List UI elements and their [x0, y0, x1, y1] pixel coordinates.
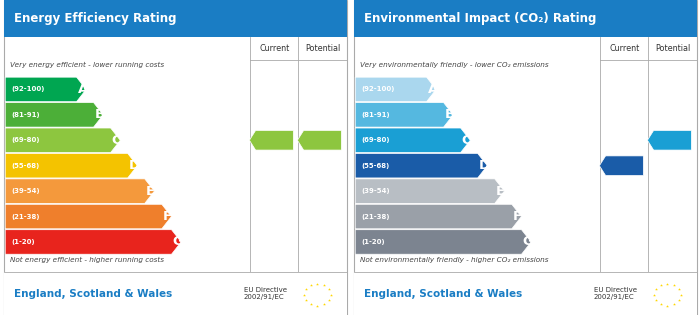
Polygon shape	[5, 128, 120, 152]
Text: (39-54): (39-54)	[361, 188, 390, 194]
Bar	[354, 0, 696, 37]
Polygon shape	[355, 179, 505, 203]
Text: Potential: Potential	[655, 44, 690, 53]
Text: England, Scotland & Wales: England, Scotland & Wales	[14, 289, 172, 299]
Text: Energy Efficiency Rating: Energy Efficiency Rating	[14, 12, 176, 25]
Polygon shape	[5, 204, 172, 229]
Text: (39-54): (39-54)	[11, 188, 40, 194]
Text: E: E	[496, 185, 505, 198]
Text: G: G	[523, 236, 533, 249]
Text: Very energy efficient - lower running costs: Very energy efficient - lower running co…	[10, 62, 164, 68]
Text: (21-38): (21-38)	[11, 214, 39, 220]
Polygon shape	[5, 103, 103, 127]
Text: E: E	[146, 185, 155, 198]
Text: G: G	[173, 236, 183, 249]
Text: A: A	[428, 83, 438, 96]
Polygon shape	[648, 130, 692, 150]
Polygon shape	[5, 153, 137, 178]
Text: (55-68): (55-68)	[361, 163, 389, 169]
Polygon shape	[249, 130, 293, 150]
Text: 77: 77	[316, 135, 332, 145]
Polygon shape	[355, 204, 522, 229]
Polygon shape	[5, 230, 181, 254]
Polygon shape	[298, 130, 342, 150]
Text: (92-100): (92-100)	[11, 86, 44, 92]
Text: (21-38): (21-38)	[361, 214, 389, 220]
Text: Very environmentally friendly - lower CO₂ emissions: Very environmentally friendly - lower CO…	[360, 62, 549, 68]
Text: F: F	[513, 210, 522, 223]
Text: C: C	[462, 134, 471, 147]
Text: EU Directive
2002/91/EC: EU Directive 2002/91/EC	[244, 287, 286, 300]
Text: D: D	[479, 159, 490, 172]
Text: 68: 68	[618, 161, 634, 171]
Text: F: F	[163, 210, 172, 223]
Bar	[354, 272, 696, 315]
Bar	[4, 272, 346, 315]
Polygon shape	[355, 153, 487, 178]
Polygon shape	[599, 156, 643, 175]
Text: Environmental Impact (CO₂) Rating: Environmental Impact (CO₂) Rating	[364, 12, 596, 25]
Text: B: B	[94, 108, 105, 121]
Text: Potential: Potential	[305, 44, 340, 53]
Text: EU Directive
2002/91/EC: EU Directive 2002/91/EC	[594, 287, 636, 300]
Text: B: B	[444, 108, 455, 121]
Text: C: C	[112, 134, 121, 147]
Text: England, Scotland & Wales: England, Scotland & Wales	[364, 289, 522, 299]
Text: (69-80): (69-80)	[11, 137, 39, 143]
Text: A: A	[78, 83, 88, 96]
Text: 69: 69	[268, 135, 284, 145]
Polygon shape	[5, 77, 86, 102]
Polygon shape	[355, 128, 470, 152]
Polygon shape	[355, 230, 531, 254]
Text: Current: Current	[259, 44, 290, 53]
Text: Not environmentally friendly - higher CO₂ emissions: Not environmentally friendly - higher CO…	[360, 257, 549, 263]
Text: Not energy efficient - higher running costs: Not energy efficient - higher running co…	[10, 257, 164, 263]
Text: (55-68): (55-68)	[11, 163, 39, 169]
Text: Current: Current	[609, 44, 640, 53]
Text: (92-100): (92-100)	[361, 86, 394, 92]
Text: 76: 76	[666, 135, 682, 145]
Text: D: D	[129, 159, 140, 172]
Text: (1-20): (1-20)	[11, 239, 35, 245]
Text: (81-91): (81-91)	[361, 112, 390, 118]
Text: (81-91): (81-91)	[11, 112, 40, 118]
Polygon shape	[355, 103, 453, 127]
Bar	[4, 0, 346, 37]
Polygon shape	[355, 77, 436, 102]
Text: (69-80): (69-80)	[361, 137, 389, 143]
Text: (1-20): (1-20)	[361, 239, 385, 245]
Polygon shape	[5, 179, 155, 203]
